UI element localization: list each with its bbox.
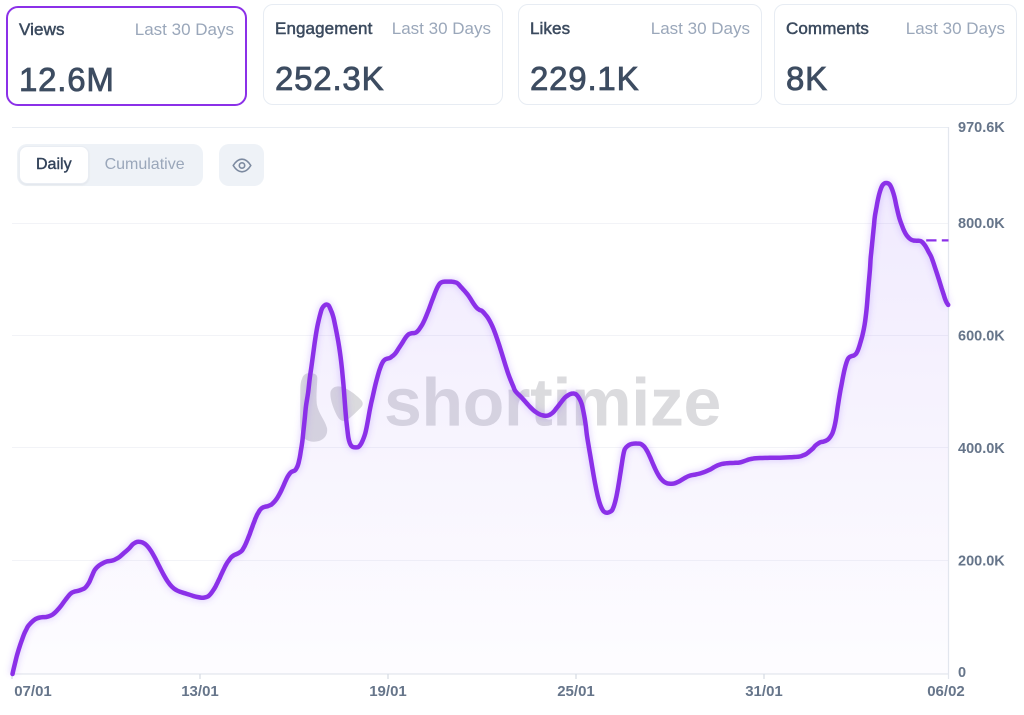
svg-text:0: 0 (958, 665, 966, 681)
svg-text:800.0K: 800.0K (958, 216, 1005, 232)
svg-text:19/01: 19/01 (369, 683, 407, 700)
svg-text:200.0K: 200.0K (958, 554, 1005, 570)
svg-text:25/01: 25/01 (557, 683, 595, 700)
svg-text:06/02: 06/02 (927, 683, 965, 700)
svg-text:13/01: 13/01 (181, 683, 219, 700)
svg-text:400.0K: 400.0K (958, 441, 1005, 457)
svg-text:31/01: 31/01 (745, 683, 783, 700)
svg-text:600.0K: 600.0K (958, 329, 1005, 345)
svg-text:970.6K: 970.6K (958, 120, 1005, 136)
svg-text:07/01: 07/01 (14, 683, 52, 700)
